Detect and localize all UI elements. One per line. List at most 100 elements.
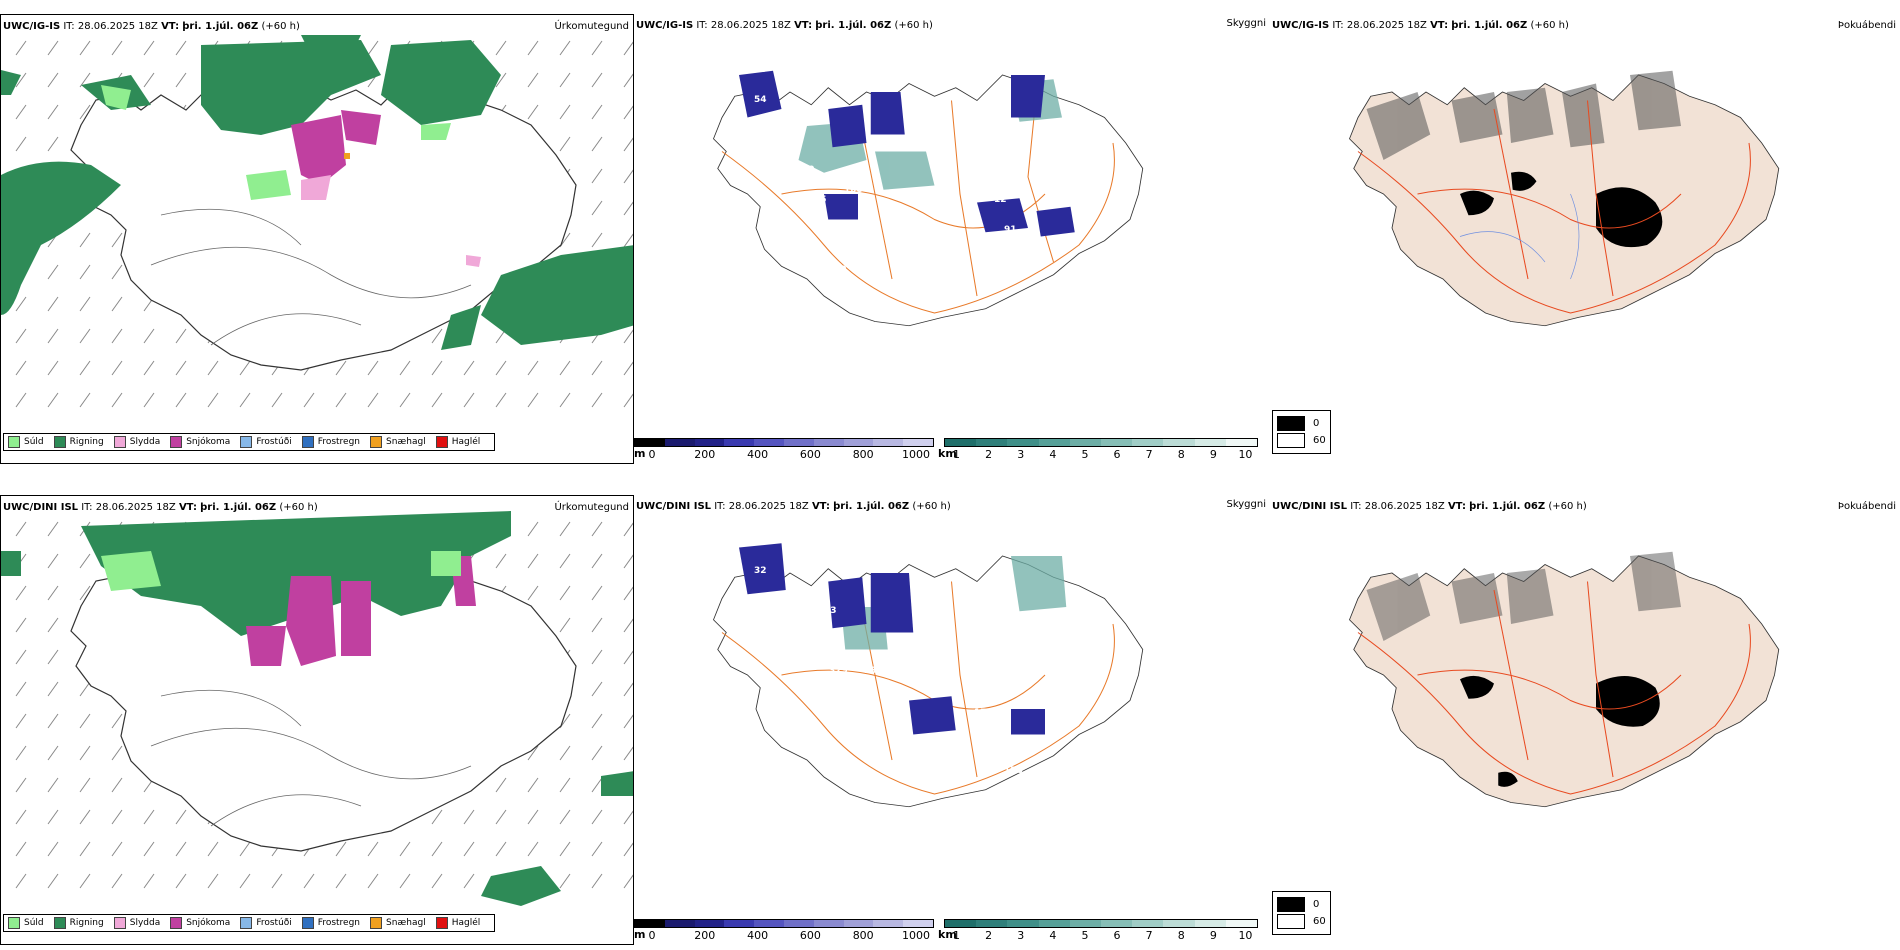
wind-barb xyxy=(559,809,571,825)
fog-panel-row1: UWC/IG-IS IT: 28.06.2025 18Z VT: þri. 1.… xyxy=(1270,14,1900,464)
colorbar-tick: 9 xyxy=(1209,929,1217,942)
wind-barb xyxy=(47,553,59,569)
it-label: IT: xyxy=(696,20,708,31)
wind-barb xyxy=(15,841,27,857)
colorbar-swatch xyxy=(945,439,977,446)
legend-label: Haglél xyxy=(451,918,481,928)
wind-barb xyxy=(591,392,603,408)
wind-barb xyxy=(559,553,571,569)
fog-legend-label: 60 xyxy=(1313,916,1326,927)
colorbar-tick: 4 xyxy=(1049,929,1057,942)
colorbar-swatch xyxy=(1038,920,1070,927)
colorbar-tick: 9 xyxy=(1209,448,1217,461)
colorbar-tick: 7 xyxy=(1145,929,1153,942)
peak-label: 792 xyxy=(962,125,981,135)
colorbar-swatch xyxy=(724,920,755,927)
colorbar-tick: 6 xyxy=(1113,448,1121,461)
wind-barb xyxy=(559,873,571,889)
it-value: 28.06.2025 18Z xyxy=(710,20,791,31)
visibility-colorbar-swatches xyxy=(944,438,1258,447)
wind-barb xyxy=(623,714,633,729)
wind-barb xyxy=(79,392,91,408)
legend-item: Rigning xyxy=(53,917,104,929)
it-label: IT: xyxy=(714,501,726,512)
legend-swatch xyxy=(170,436,183,448)
peak-label: 91 xyxy=(1004,225,1017,235)
wind-barb xyxy=(271,873,283,889)
legend-swatch xyxy=(170,917,183,929)
wind-barb xyxy=(623,361,633,376)
colorbar-tick: 200 xyxy=(694,929,716,942)
legend-swatch xyxy=(240,917,253,929)
wind-barb xyxy=(47,809,59,825)
wind-barb xyxy=(15,649,27,665)
wind-barb xyxy=(111,296,123,312)
wind-barb xyxy=(623,874,633,889)
legend-item: Snjókoma xyxy=(170,917,230,929)
wind-barb xyxy=(623,746,633,761)
wind-barb xyxy=(303,873,315,889)
wind-barb xyxy=(79,264,91,280)
colorbar-swatch xyxy=(1101,920,1133,927)
wind-barb xyxy=(367,841,379,857)
legend-label: Haglél xyxy=(451,437,481,447)
panel-header-row2-b: UWC/DINI ISL IT: 28.06.2025 18Z VT: þri.… xyxy=(636,501,951,512)
colorbar-swatch xyxy=(724,439,755,446)
wind-barb xyxy=(15,40,27,56)
vt-label: VT: xyxy=(794,20,813,31)
fog-legend-swatch xyxy=(1277,897,1305,912)
wind-barb xyxy=(111,392,123,408)
peak-label: 203 xyxy=(984,606,1003,616)
it-value: 28.06.2025 18Z xyxy=(95,502,176,513)
peak-label: 82 xyxy=(1120,285,1133,295)
legend-item: Slydda xyxy=(113,917,160,929)
colorbar-swatch xyxy=(945,920,977,927)
legend-item: Súld xyxy=(8,917,44,929)
wind-barb xyxy=(15,681,27,697)
fog-legend-label: 0 xyxy=(1313,899,1320,910)
colorbar-swatch xyxy=(694,439,725,446)
colorbar-tick: 2 xyxy=(985,929,993,942)
model-name: UWC/DINI ISL xyxy=(1272,501,1348,512)
wind-barb xyxy=(591,649,603,665)
peak-label: 108 xyxy=(844,185,863,195)
lead-time: (+60 h) xyxy=(894,20,933,31)
wind-barb xyxy=(143,392,155,408)
wind-barb xyxy=(591,553,603,569)
wind-barb xyxy=(591,777,603,793)
panel-title-cloud: Skyggni xyxy=(1226,499,1266,510)
lead-time: (+60 h) xyxy=(912,501,951,512)
colorbar-swatch xyxy=(635,920,665,927)
wind-barb xyxy=(79,841,91,857)
wind-barb xyxy=(495,809,507,825)
colorbar-tick: 200 xyxy=(694,448,716,461)
wind-barb xyxy=(527,40,539,56)
wind-barb xyxy=(15,873,27,889)
wind-barb xyxy=(559,521,571,537)
wind-barb xyxy=(527,104,539,120)
wind-barb xyxy=(271,392,283,408)
panel-header-row2-c: UWC/DINI ISL IT: 28.06.2025 18Z VT: þri.… xyxy=(1272,501,1587,512)
visibility-colorbar-swatches xyxy=(944,919,1258,928)
vt-value: þri. 1.júl. 06Z xyxy=(200,502,277,513)
iceland-map-fog-row2 xyxy=(1349,551,1780,808)
wind-barb xyxy=(623,41,633,56)
peak-label: 114 xyxy=(784,606,803,616)
it-label: IT: xyxy=(1332,20,1344,31)
wind-barb xyxy=(15,585,27,601)
vt-value: þri. 1.júl. 06Z xyxy=(815,20,892,31)
peak-label: 108 xyxy=(896,245,915,255)
colorbar-swatch xyxy=(1132,920,1164,927)
wind-barb xyxy=(111,745,123,761)
wind-barb xyxy=(623,554,633,569)
colorbar-swatch xyxy=(903,439,933,446)
wind-barb xyxy=(47,777,59,793)
it-value: 28.06.2025 18Z xyxy=(728,501,809,512)
model-name: UWC/DINI ISL xyxy=(636,501,712,512)
model-name: UWC/IG-IS xyxy=(636,20,694,31)
peak-label: 150 xyxy=(760,125,779,135)
wind-barb xyxy=(15,809,27,825)
precip-type-legend: Súld Rigning Slydda Snjókoma Frostúði Frostre… xyxy=(3,914,496,932)
colorbar-tick: 10 xyxy=(1238,448,1253,461)
